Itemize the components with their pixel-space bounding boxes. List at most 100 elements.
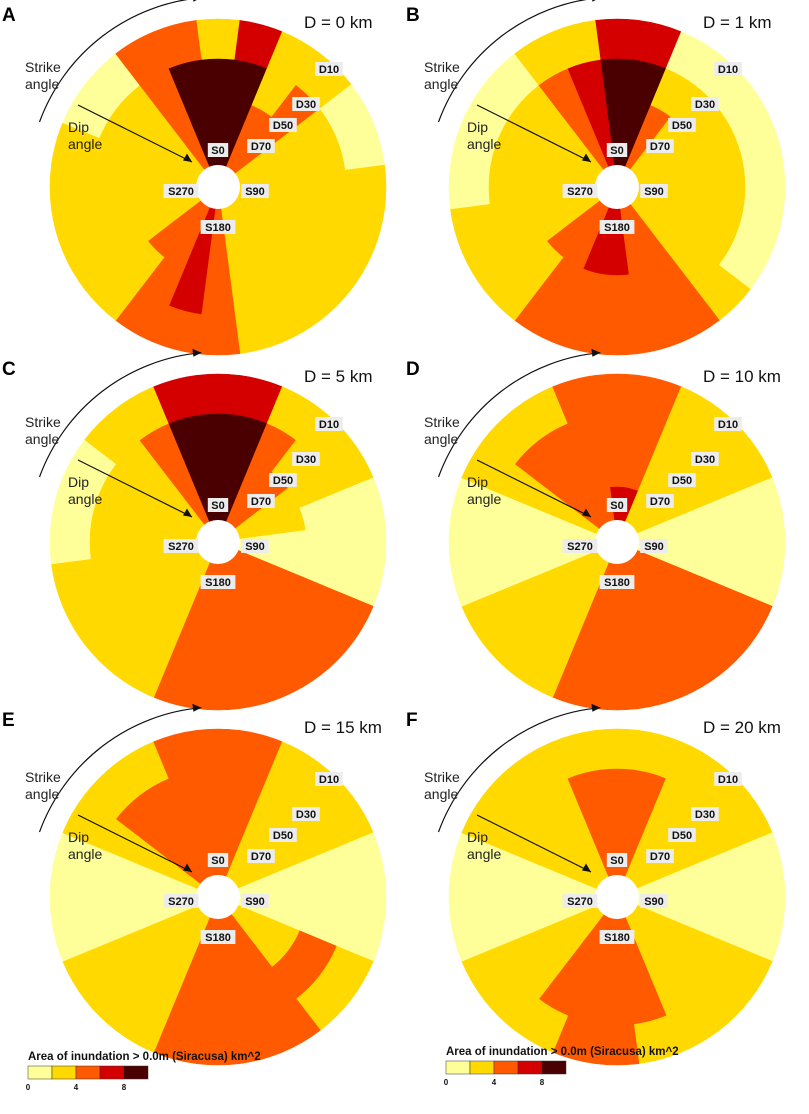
dip-label-1: Dip (68, 119, 89, 135)
dip-label-box (247, 494, 275, 508)
strike-arc (38, 352, 202, 478)
dip-label-box (691, 452, 719, 466)
sector-d10-s0 (594, 728, 640, 771)
dip-label-1: Dip (467, 474, 488, 490)
strike-label: S180 (205, 222, 231, 234)
strike-label-1: Strike (25, 414, 61, 430)
dip-label-box (315, 772, 343, 786)
dip-arrow (476, 459, 592, 518)
panel-title: D = 10 km (703, 367, 781, 386)
dip-label-box (714, 772, 742, 786)
strike-label: S270 (567, 896, 593, 908)
sector-d30-s90 (304, 169, 347, 205)
dip-label: D50 (672, 120, 692, 132)
strike-label-box (606, 143, 628, 157)
strike-label: S90 (245, 541, 265, 553)
strike-label: S90 (644, 896, 664, 908)
strike-label-1: Strike (424, 769, 460, 785)
dip-arrow (77, 459, 193, 518)
legend-swatch (445, 1060, 471, 1075)
panel-title: D = 20 km (703, 718, 781, 737)
sector-d30-s270 (89, 524, 132, 560)
dip-label-box (292, 97, 320, 111)
legend-swatch (99, 1065, 125, 1080)
dip-label: D30 (296, 454, 316, 466)
dip-arrowhead (183, 153, 192, 162)
strike-label-1: Strike (25, 59, 61, 75)
strike-label: S0 (610, 855, 623, 867)
dip-label: D50 (672, 475, 692, 487)
dip-label-1: Dip (68, 829, 89, 845)
strike-label-2: angle (424, 76, 458, 92)
sector-d30-s270 (89, 879, 132, 915)
strike-label: S180 (205, 577, 231, 589)
sector-d10-s270 (49, 519, 92, 565)
dip-label: D30 (296, 809, 316, 821)
dip-label-box (646, 849, 674, 863)
dip-label-2: angle (68, 846, 102, 862)
strike-label-box (606, 498, 628, 512)
dip-label-box (646, 494, 674, 508)
strike-label: S180 (604, 222, 630, 234)
legend-title: Area of inundation > 0.0m (Siracusa) km^… (28, 1051, 261, 1063)
sector-d30-s270 (488, 169, 531, 205)
strike-arrowhead (192, 348, 202, 357)
dip-label: D30 (695, 454, 715, 466)
strike-label-box (599, 220, 635, 234)
dip-arrow (77, 814, 193, 873)
legend-2: Area of inundation > 0.0m (Siracusa) km^… (444, 1046, 679, 1087)
sector-d10-s180 (195, 313, 241, 356)
legend-title: Area of inundation > 0.0m (Siracusa) km^… (446, 1046, 679, 1058)
panel-letter: B (406, 5, 420, 26)
strike-arc (38, 707, 202, 833)
sector-d30-s90 (703, 524, 746, 560)
panel-title: D = 15 km (304, 718, 382, 737)
strike-arc (38, 0, 189, 123)
center-hole (595, 520, 639, 564)
dip-arrowhead (582, 153, 591, 162)
dip-label: D30 (695, 99, 715, 111)
dip-label: D10 (319, 64, 339, 76)
strike-arc (437, 0, 588, 123)
strike-label-box (200, 575, 236, 589)
dip-label-box (714, 62, 742, 76)
panel-title: D = 1 km (703, 13, 772, 32)
dip-label: D10 (319, 419, 339, 431)
center-hole (595, 165, 639, 209)
dip-label: D50 (273, 475, 293, 487)
strike-label-box (163, 894, 199, 908)
dip-label: D10 (319, 774, 339, 786)
strike-label-box (606, 853, 628, 867)
strike-label-box (200, 930, 236, 944)
strike-label-2: angle (25, 786, 59, 802)
legend-1: Area of inundation > 0.0m (Siracusa) km^… (26, 1051, 261, 1092)
dip-arrowhead (183, 508, 192, 517)
strike-label: S180 (205, 932, 231, 944)
sector-d10-s270 (49, 874, 92, 920)
legend-tick: 0 (444, 1078, 449, 1087)
sector-d30-s180 (200, 273, 236, 316)
strike-label: S270 (168, 186, 194, 198)
dip-label-box (292, 452, 320, 466)
strike-label: S0 (211, 855, 224, 867)
sector-d10-s90 (344, 164, 387, 210)
panel-letter: D (406, 359, 420, 380)
strike-label-1: Strike (424, 59, 460, 75)
dip-arrowhead (183, 863, 192, 872)
dip-label: D50 (672, 830, 692, 842)
strike-label-1: Strike (25, 769, 61, 785)
sector-d30-s90 (703, 169, 746, 205)
sector-d10-s270 (49, 164, 92, 210)
strike-label-2: angle (25, 431, 59, 447)
center-hole (196, 165, 240, 209)
sector-d10-s180 (594, 1023, 640, 1066)
legend-swatch (51, 1065, 77, 1080)
sector-d30-s90 (304, 524, 347, 560)
sector-d10-s90 (344, 519, 387, 565)
dip-label-box (269, 473, 297, 487)
sector-d30-s270 (488, 524, 531, 560)
